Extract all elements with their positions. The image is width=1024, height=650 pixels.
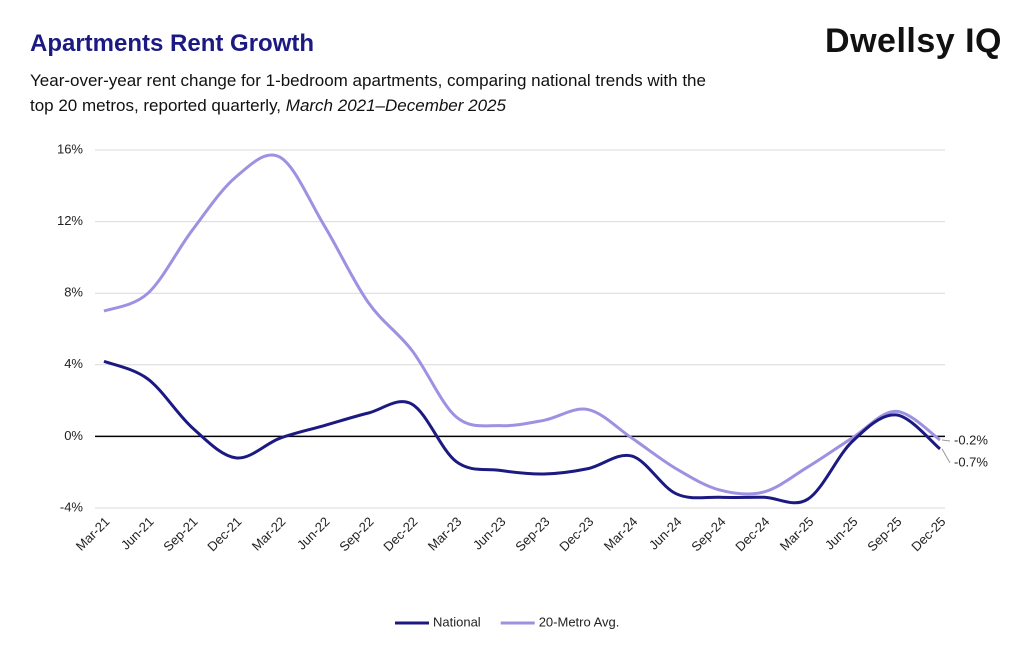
x-tick-label: Mar-22	[249, 514, 289, 554]
x-tick-label: Jun-25	[822, 514, 861, 553]
x-tick-label: Dec-21	[204, 514, 244, 554]
legend-label: National	[433, 614, 481, 629]
x-tick-label: Sep-22	[336, 514, 376, 554]
label-leader	[941, 448, 951, 464]
x-tick-label: Sep-23	[512, 514, 552, 554]
x-tick-label: Sep-21	[160, 514, 200, 554]
y-tick-label: 4%	[64, 356, 83, 371]
x-tick-label: Mar-24	[601, 514, 641, 554]
line-series	[103, 359, 941, 505]
subtitle-period: March 2021–December 2025	[285, 96, 506, 115]
brand-logo: Dwellsy IQ	[825, 22, 1002, 60]
x-tick-label: Mar-25	[777, 514, 817, 554]
x-tick-label: Mar-21	[73, 514, 113, 554]
chart-subtitle: Year-over-year rent change for 1-bedroom…	[30, 68, 730, 118]
x-tick-label: Dec-25	[908, 514, 948, 554]
x-tick-label: Sep-24	[688, 514, 728, 554]
line-series	[103, 153, 941, 496]
label-leader	[941, 439, 951, 442]
x-tick-label: Dec-23	[556, 514, 596, 554]
x-tick-label: Jun-24	[646, 514, 685, 553]
y-tick-label: 0%	[64, 428, 83, 443]
x-tick-label: Jun-23	[470, 514, 509, 553]
x-tick-label: Sep-25	[864, 514, 904, 554]
y-tick-label: 8%	[64, 285, 83, 300]
x-tick-label: Dec-24	[732, 514, 772, 554]
y-tick-label: 12%	[57, 213, 83, 228]
x-tick-label: Jun-21	[118, 514, 157, 553]
x-tick-label: Mar-23	[425, 514, 465, 554]
data-label: -0.2%	[954, 432, 988, 447]
subtitle-text: Year-over-year rent change for 1-bedroom…	[30, 71, 706, 115]
data-label: -0.7%	[954, 454, 988, 469]
x-tick-label: Dec-22	[380, 514, 420, 554]
y-tick-label: -4%	[60, 499, 84, 514]
chart-title: Apartments Rent Growth	[30, 30, 315, 57]
y-tick-label: 16%	[57, 141, 83, 156]
x-tick-label: Jun-22	[294, 514, 333, 553]
legend-label: 20-Metro Avg.	[539, 614, 620, 629]
